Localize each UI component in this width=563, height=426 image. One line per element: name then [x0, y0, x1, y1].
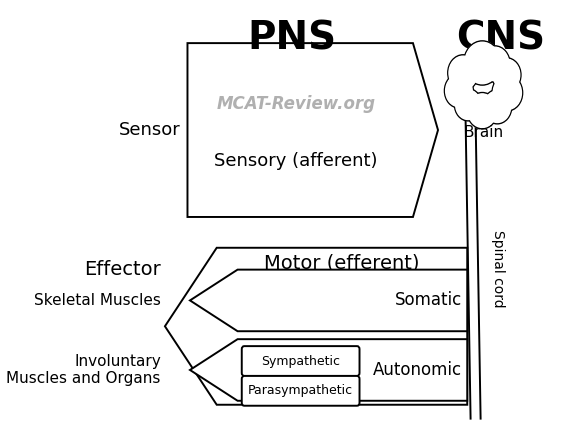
Text: Autonomic: Autonomic [373, 361, 462, 379]
Circle shape [449, 56, 477, 90]
Circle shape [455, 90, 480, 120]
Circle shape [492, 58, 521, 92]
Circle shape [493, 59, 520, 91]
Circle shape [481, 47, 509, 81]
Text: Sympathetic: Sympathetic [261, 354, 340, 368]
Circle shape [445, 74, 473, 108]
Circle shape [464, 41, 501, 85]
Text: Sensor: Sensor [119, 121, 181, 139]
Polygon shape [187, 43, 438, 217]
Text: CNS: CNS [456, 19, 545, 57]
Circle shape [468, 94, 497, 127]
Text: PNS: PNS [247, 19, 337, 57]
Circle shape [483, 90, 512, 124]
Circle shape [480, 46, 510, 82]
Text: Skeletal Muscles: Skeletal Muscles [34, 293, 161, 308]
Circle shape [492, 75, 522, 111]
Polygon shape [190, 270, 467, 331]
FancyBboxPatch shape [242, 346, 360, 376]
Circle shape [493, 76, 521, 109]
Circle shape [484, 91, 511, 122]
Circle shape [467, 93, 497, 129]
Polygon shape [165, 248, 467, 405]
Circle shape [455, 89, 481, 121]
Text: Brain: Brain [464, 124, 504, 140]
Text: Sensory (afferent): Sensory (afferent) [214, 153, 377, 170]
Text: Effector: Effector [84, 260, 161, 279]
Circle shape [446, 75, 472, 106]
Text: Spinal cord: Spinal cord [490, 230, 504, 308]
Circle shape [448, 55, 478, 91]
Text: Involuntary
Muscles and Organs: Involuntary Muscles and Organs [6, 354, 161, 386]
Text: Parasympathetic: Parasympathetic [248, 384, 353, 397]
FancyBboxPatch shape [242, 376, 360, 406]
Text: MCAT-Review.org: MCAT-Review.org [216, 95, 375, 113]
Text: Motor (efferent): Motor (efferent) [264, 253, 420, 272]
Polygon shape [190, 339, 467, 401]
Text: Somatic: Somatic [395, 291, 462, 309]
Circle shape [465, 42, 500, 84]
